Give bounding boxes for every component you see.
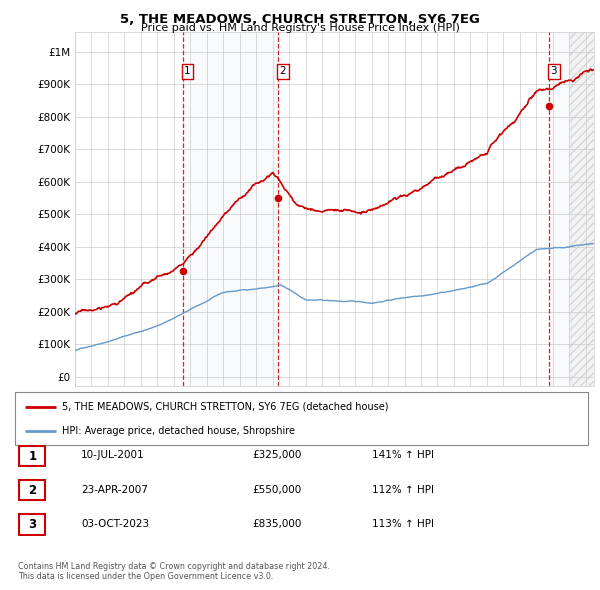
Text: 1: 1 (184, 67, 191, 77)
Text: 141% ↑ HPI: 141% ↑ HPI (372, 451, 434, 460)
Text: 10-JUL-2001: 10-JUL-2001 (81, 451, 145, 460)
FancyBboxPatch shape (19, 480, 46, 500)
Text: 5, THE MEADOWS, CHURCH STRETTON, SY6 7EG (detached house): 5, THE MEADOWS, CHURCH STRETTON, SY6 7EG… (62, 402, 388, 412)
Text: 113% ↑ HPI: 113% ↑ HPI (372, 519, 434, 529)
Text: 5, THE MEADOWS, CHURCH STRETTON, SY6 7EG: 5, THE MEADOWS, CHURCH STRETTON, SY6 7EG (120, 13, 480, 26)
Text: 1: 1 (28, 450, 37, 463)
Text: 03-OCT-2023: 03-OCT-2023 (81, 519, 149, 529)
Text: £835,000: £835,000 (252, 519, 301, 529)
Text: Contains HM Land Registry data © Crown copyright and database right 2024.: Contains HM Land Registry data © Crown c… (18, 562, 330, 571)
Text: HPI: Average price, detached house, Shropshire: HPI: Average price, detached house, Shro… (62, 426, 295, 436)
Text: 3: 3 (28, 518, 37, 531)
Text: 2: 2 (28, 484, 37, 497)
Text: 3: 3 (550, 67, 557, 77)
Text: 23-APR-2007: 23-APR-2007 (81, 485, 148, 494)
Text: £550,000: £550,000 (252, 485, 301, 494)
Text: £325,000: £325,000 (252, 451, 301, 460)
FancyBboxPatch shape (19, 514, 46, 535)
Text: 112% ↑ HPI: 112% ↑ HPI (372, 485, 434, 494)
Bar (569, 3, 594, 393)
Text: This data is licensed under the Open Government Licence v3.0.: This data is licensed under the Open Gov… (18, 572, 274, 581)
Bar (182, 32, 278, 386)
FancyBboxPatch shape (19, 446, 46, 466)
Text: Price paid vs. HM Land Registry's House Price Index (HPI): Price paid vs. HM Land Registry's House … (140, 23, 460, 33)
Bar (548, 32, 574, 386)
Bar (569, 32, 594, 386)
FancyBboxPatch shape (15, 392, 588, 445)
Text: 2: 2 (280, 67, 286, 77)
